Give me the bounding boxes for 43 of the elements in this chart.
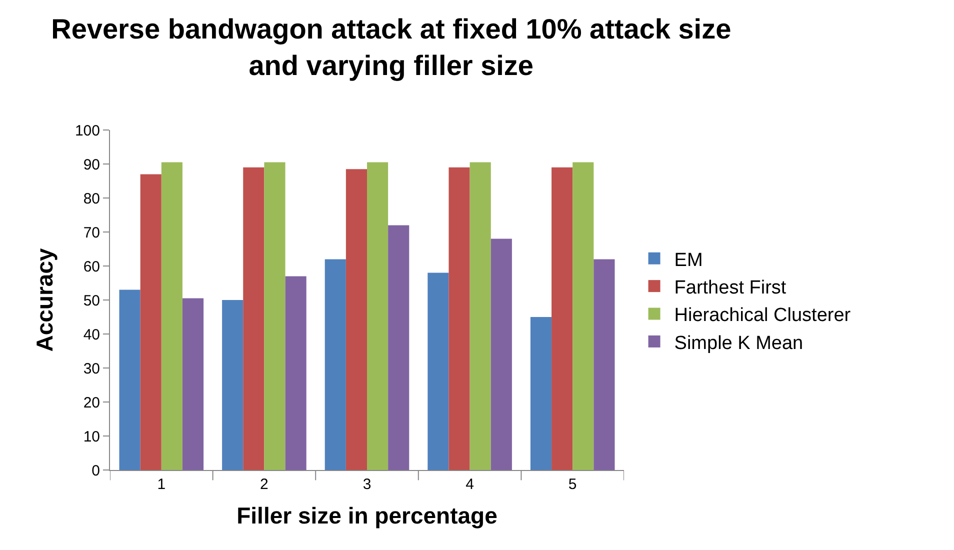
bar [264, 162, 286, 470]
y-tick-label: 70 [83, 224, 100, 242]
bar [448, 167, 470, 470]
chart-title: Reverse bandwagon attack at fixed 10% attack size and varying filler size [51, 14, 732, 81]
bar [161, 162, 182, 470]
y-axis-title: Accuracy [31, 248, 58, 352]
x-tick-label: 3 [362, 476, 372, 493]
bar [222, 300, 244, 470]
bar [285, 276, 306, 470]
legend-label: Hierachical Clusterer [674, 305, 852, 326]
bar [530, 317, 552, 470]
y-tick-label: 50 [83, 292, 100, 310]
x-axis-title: Filler size in percentage [236, 502, 498, 529]
y-tick-label: 20 [83, 394, 100, 412]
bar [594, 259, 615, 470]
bar [388, 225, 410, 470]
bar [552, 167, 573, 470]
bar [140, 174, 162, 470]
y-tick-label: 40 [83, 326, 100, 344]
bar [490, 238, 512, 470]
x-tick-label: 5 [568, 476, 577, 493]
bar [119, 290, 140, 470]
bar [367, 162, 388, 470]
bar [470, 162, 491, 470]
y-tick-label: 30 [83, 360, 100, 378]
y-tick-label: 90 [83, 156, 100, 174]
y-tick-label: 60 [83, 258, 100, 276]
bar [182, 298, 204, 470]
legend-label: Simple K Mean [674, 332, 804, 354]
bar [572, 162, 594, 470]
legend-label: Farthest First [674, 277, 787, 298]
x-tick-label: 1 [157, 476, 166, 493]
bar [346, 169, 367, 470]
bar [428, 272, 449, 470]
y-tick-label: 80 [83, 190, 100, 208]
x-tick-label: 2 [260, 476, 268, 493]
legend-label: EM [674, 250, 703, 271]
y-tick-label: 100 [74, 122, 100, 140]
y-tick-label: 10 [83, 428, 100, 446]
y-tick-label: 0 [92, 462, 100, 480]
bar [324, 259, 346, 470]
x-tick-label: 4 [466, 476, 474, 493]
bar [243, 167, 264, 470]
